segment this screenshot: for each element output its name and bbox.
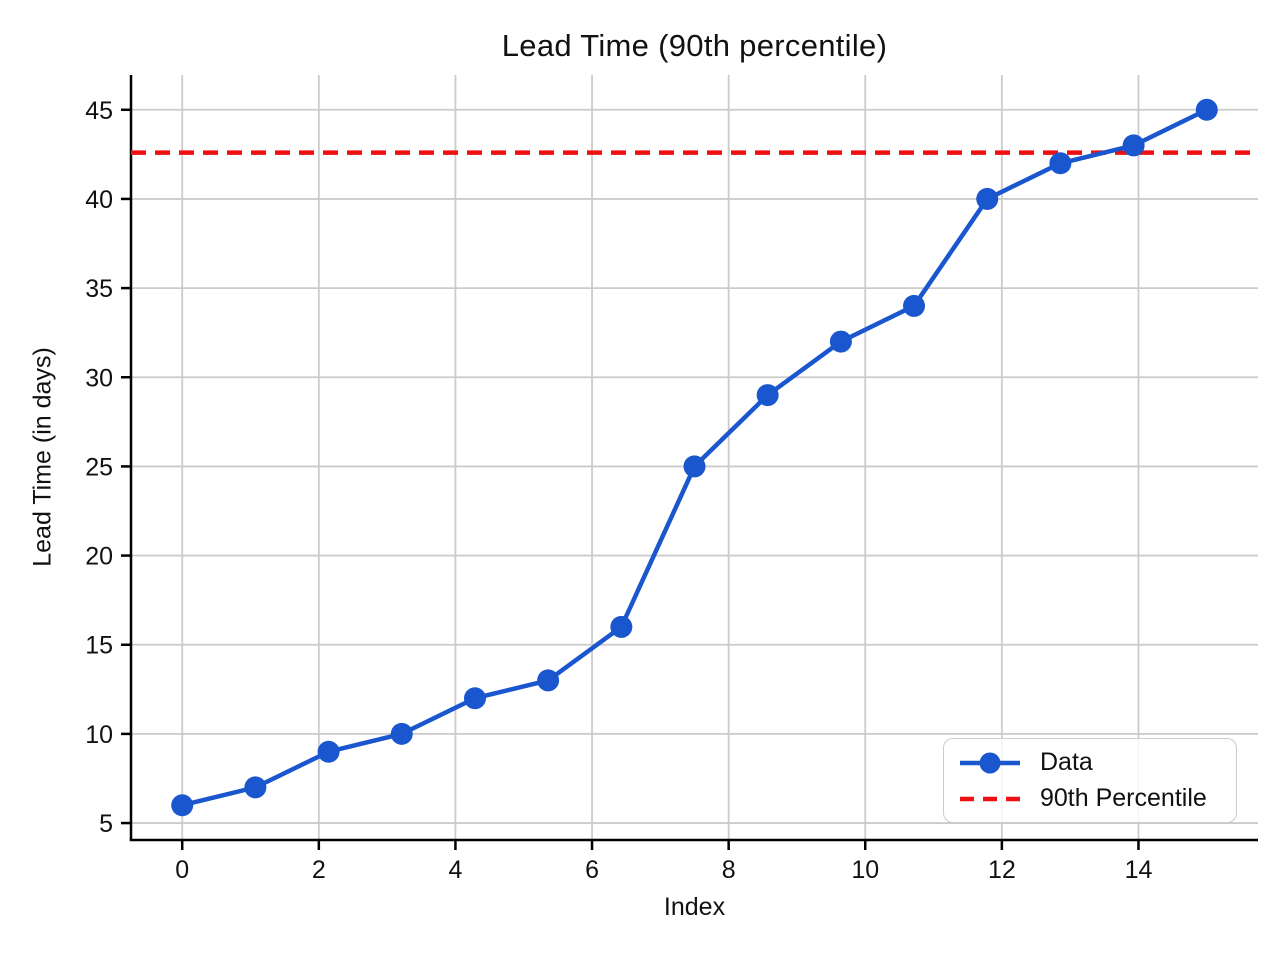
x-tick-label: 6 (585, 856, 599, 884)
legend-line-marker-icon (960, 752, 1020, 773)
x-tick-label: 14 (1125, 856, 1153, 884)
x-tick-label: 12 (988, 856, 1016, 884)
legend-label-data: Data (1040, 748, 1093, 776)
x-axis-label: Index (663, 893, 726, 921)
y-tick-label: 5 (99, 810, 113, 838)
legend: Data 90th Percentile (943, 738, 1237, 823)
data-point (244, 776, 267, 799)
x-tick-label: 10 (851, 856, 879, 884)
data-point (317, 740, 340, 763)
x-tick-label: 8 (722, 856, 736, 884)
data-point (683, 455, 706, 478)
data-point (463, 687, 486, 710)
y-tick-label: 30 (85, 364, 113, 392)
data-point (1049, 152, 1072, 175)
data-point (390, 722, 413, 745)
legend-dashed-line-icon (960, 796, 1020, 801)
y-tick-label: 25 (85, 453, 113, 481)
y-tick-label: 35 (85, 275, 113, 303)
x-tick-label: 2 (312, 856, 326, 884)
data-point (171, 794, 194, 817)
x-tick-label: 4 (448, 856, 462, 884)
data-point (976, 187, 999, 210)
x-tick-label: 0 (175, 856, 189, 884)
data-point (1195, 98, 1218, 121)
legend-item-percentile: 90th Percentile (958, 784, 1236, 813)
y-tick-label: 20 (85, 543, 113, 571)
y-tick-label: 40 (85, 186, 113, 214)
y-tick-label: 15 (85, 632, 113, 660)
data-point (903, 294, 926, 317)
legend-label-percentile: 90th Percentile (1040, 784, 1207, 812)
chart-title: Lead Time (90th percentile) (501, 28, 888, 63)
data-point (610, 615, 633, 638)
y-tick-label: 10 (85, 721, 113, 749)
data-point (537, 669, 560, 692)
data-point (1122, 134, 1145, 157)
legend-item-data: Data (958, 748, 1236, 777)
data-point (756, 384, 779, 407)
data-point (829, 330, 852, 353)
y-tick-label: 45 (85, 97, 113, 125)
